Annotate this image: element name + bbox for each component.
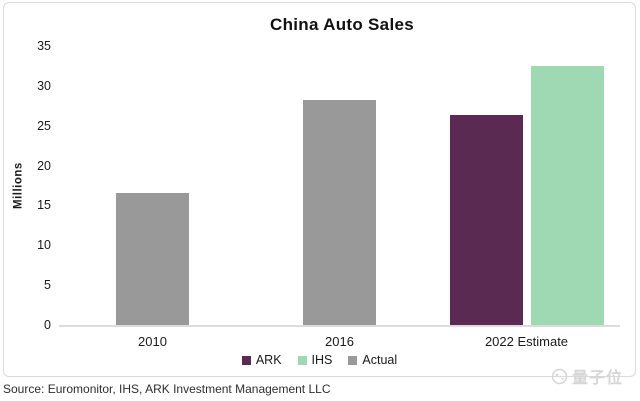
bars [116,192,189,325]
source-text: Source: Euromonitor, IHS, ARK Investment… [3,382,331,396]
legend-swatch-actual [348,355,358,365]
bar-actual-2016 [303,100,376,325]
y-tick-label: 35 [37,39,51,53]
y-tick-label: 20 [37,158,51,173]
bar-group-2010: 2010 [59,46,246,349]
legend-swatch-ihs [297,355,307,365]
x-tick-label: 2016 [325,334,354,349]
legend-item-ihs: IHS [297,353,333,367]
y-tick-label: 0 [44,318,51,332]
y-tick-label: 15 [37,198,51,213]
bar-actual-2010 [116,192,189,325]
x-tick-label: 2010 [138,334,167,349]
legend-label: ARK [255,353,282,367]
y-tick-label: 10 [37,238,51,253]
y-tick-label: 30 [37,78,51,93]
bar-ark-2022-estimate [449,115,523,325]
legend-item-ark: ARK [241,353,282,367]
legend-swatch-ark [241,355,251,365]
y-tick-label: 25 [37,118,51,133]
bar-group-2022-estimate: 2022 Estimate [433,46,620,349]
bars [449,65,604,325]
bar-group-2016: 2016 [246,46,433,349]
legend-label: Actual [362,353,398,367]
chart-card: China Auto Sales Millions 0 5 10 15 20 25 30 35… [3,2,636,387]
plot-area: 0 5 10 15 20 25 30 35 2010 2016 2022 Estimate [37,39,620,349]
legend: ARK IHS Actual [4,353,635,367]
bar-groups: 2010 2016 2022 Estimate [59,46,620,349]
legend-item-actual: Actual [348,353,397,367]
watermark: 量子位 [551,364,623,388]
watermark-text: 量子位 [571,370,623,387]
chart-title: China Auto Sales [270,15,414,34]
bars [303,100,376,325]
x-tick-label: 2022 Estimate [484,334,569,349]
legend-label: IHS [311,353,333,367]
y-tick-label: 5 [44,278,51,293]
qbitai-logo-icon [551,368,568,385]
bar-ihs-2022-estimate [530,65,604,325]
y-axis: 0 5 10 15 20 25 30 35 [15,39,51,332]
